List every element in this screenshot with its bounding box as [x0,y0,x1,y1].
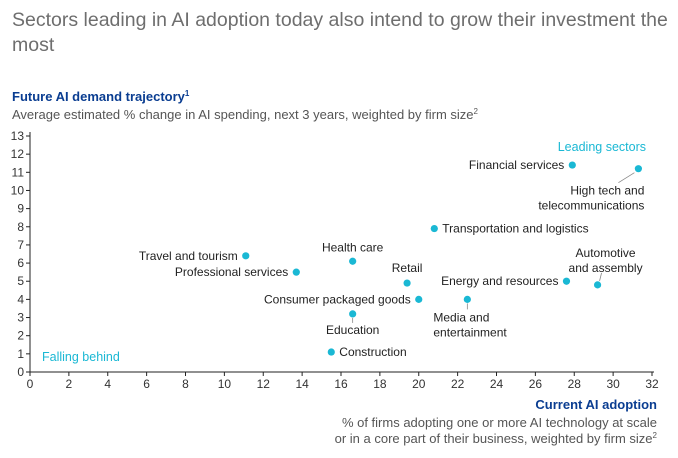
y-tick-label: 10 [11,183,25,197]
y-tick-label: 9 [17,202,24,216]
x-tick-label: 22 [451,377,465,391]
point-label: Health care [322,240,384,254]
x-axis-subtitle-line2-wrap: or in a core part of their business, wei… [237,431,657,447]
x-axis-title: Current AI adoption [535,397,657,412]
x-tick-label: 24 [490,377,504,391]
x-tick-label: 6 [143,377,150,391]
x-tick-label: 2 [66,377,73,391]
y-axis-title-footnote: 1 [184,89,190,98]
y-axis-title: Future AI demand trajectory1 [12,89,189,104]
point-label: Consumer packaged goods [264,292,411,306]
chart-ticks: 0 2 4 6 8 10 12 14 16 18 20 22 24 26 28 30 3201234567891… [11,129,659,391]
y-tick-label: 6 [17,256,24,270]
x-axis-subtitle-footnote: 2 [652,431,657,440]
x-tick-label: 10 [218,377,232,391]
y-tick-label: 8 [17,220,24,234]
point-label: Construction [339,345,406,359]
annotation-falling-behind: Falling behind [42,350,120,364]
x-tick-label: 20 [412,377,426,391]
y-tick-label: 2 [17,329,24,343]
point-label: Retail [392,261,423,275]
data-point [349,310,357,318]
label-leader-lines [352,172,635,323]
data-point [463,295,471,303]
x-axis-subtitle-line2: or in a core part of their business, wei… [334,431,653,446]
data-point [634,165,642,173]
x-tick-label: 18 [373,377,387,391]
x-tick-label: 14 [295,377,309,391]
chart-point-labels: Financial services High tech and telecommu… [139,158,645,359]
point-label: Automotive and assembly [569,246,643,275]
x-tick-label: 30 [606,377,620,391]
chart-points [242,161,642,356]
point-label: Professional services [175,265,288,279]
point-label: Education [326,323,379,337]
headline: Sectors leading in AI adoption today als… [12,9,668,56]
y-axis-subtitle: Average estimated % change in AI spendin… [12,107,478,122]
data-point [242,252,250,260]
x-tick-label: 12 [257,377,271,391]
point-label: High tech and telecommunications [538,184,644,213]
y-axis-subtitle-text: Average estimated % change in AI spendin… [12,107,474,122]
y-tick-label: 5 [17,274,24,288]
point-label: Transportation and logistics [442,222,588,236]
y-tick-label: 13 [11,129,25,143]
x-tick-label: 32 [645,377,659,391]
point-label: Energy and resources [441,274,558,288]
data-point [568,161,576,169]
y-tick-label: 11 [12,165,25,179]
data-point [403,279,411,287]
y-tick-label: 1 [17,347,24,361]
x-tick-label: 28 [568,377,582,391]
label-leader-line [618,172,635,184]
data-point [562,277,571,285]
x-tick-label: 26 [529,377,543,391]
data-point [327,348,335,356]
label-leader-line [599,272,602,281]
y-axis-subtitle-footnote: 2 [473,107,478,116]
x-axis-subtitle-line1: % of firms adopting one or more AI techn… [341,415,657,430]
y-tick-label: 7 [17,238,24,252]
x-tick-label: 16 [334,377,348,391]
point-label: Travel and tourism [139,249,238,263]
data-point [415,295,423,303]
point-label: Media and entertainment [433,310,507,339]
x-axis-subtitle: % of firms adopting one or more AI techn… [237,415,657,447]
x-tick-label: 4 [104,377,111,391]
y-tick-label: 4 [17,292,24,306]
y-tick-label: 3 [17,311,24,325]
y-axis-title-text: Future AI demand trajectory [12,89,185,104]
x-tick-label: 8 [182,377,189,391]
scatter-chart: 0 2 4 6 8 10 12 14 16 18 20 22 24 26 28 30 3201234567891… [11,129,659,391]
data-point [292,268,300,276]
y-tick-label: 12 [11,147,25,161]
point-label: Financial services [469,158,564,172]
annotation-leading-sectors: Leading sectors [558,140,646,154]
data-point [430,224,438,233]
data-point [349,257,357,265]
x-tick-label: 0 [27,377,34,391]
y-tick-label: 0 [17,365,24,379]
data-point [593,281,602,289]
